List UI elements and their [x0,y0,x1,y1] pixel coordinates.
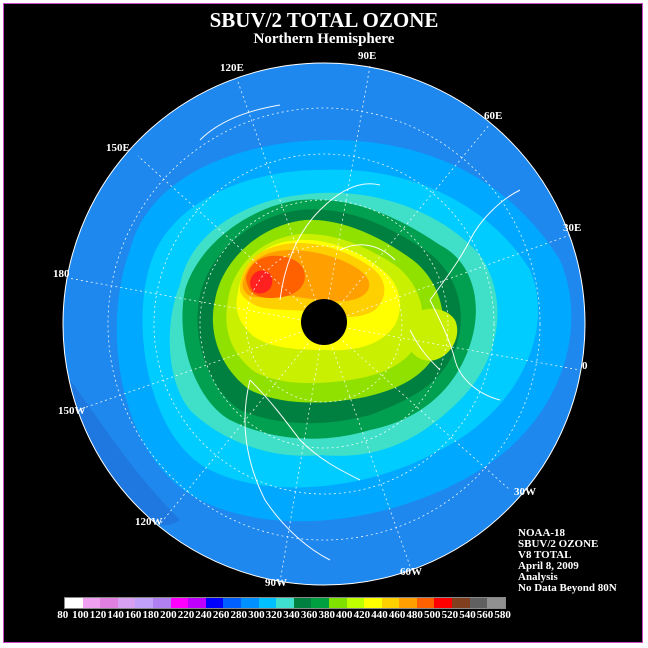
colorbar-tick-label: 280 [230,609,247,621]
colorbar [64,597,506,609]
label-180: 180 [53,268,70,280]
label-30e: 30E [563,222,582,234]
globe-outline [62,62,586,586]
colorbar-tick-label: 240 [195,609,212,621]
colorbar-tick-label: 160 [124,609,142,621]
colorbar-tick-label: 300 [248,609,265,621]
colorbar-swatch [399,598,417,608]
colorbar-tick-label: 560 [476,609,494,621]
colorbar-swatch [240,598,259,608]
colorbar-tick-label: 80 [57,609,69,621]
label-30w: 30W [514,486,536,498]
colorbar-swatch [434,598,453,608]
label-120w: 120W [135,516,163,528]
colorbar-swatch [117,598,136,608]
label-120e: 120E [220,62,244,74]
colorbar-swatch [346,598,365,608]
colorbar-tick-label: 180 [142,609,160,621]
colorbar-tick-label: 400 [336,609,353,621]
colorbar-swatch [170,598,189,608]
colorbar-swatch [469,598,488,608]
band-420-europe [404,308,458,361]
label-0: 0 [582,360,588,372]
colorbar-tick-label: 420 [353,609,371,621]
colorbar-swatch [223,598,241,608]
colorbar-tick-label: 580 [494,609,511,621]
label-60w: 60W [400,566,422,578]
colorbar-swatch [188,598,206,608]
label-150e: 150E [106,142,130,154]
colorbar-tick-label: 380 [318,609,335,621]
colorbar-tick-label: 260 [212,609,230,621]
graticule [67,65,581,583]
colorbar-swatch [100,598,118,608]
colorbar-ticks: 80 100 120 140 160 180 200 220 240 260 280 300 320 34… [54,609,614,621]
colorbar-swatch [258,598,277,608]
colorbar-swatch [205,598,224,608]
colorbar-tick-label: 460 [388,609,406,621]
colorbar-swatch [452,598,470,608]
colorbar-tick-label: 120 [89,609,107,621]
colorbar-tick-label: 220 [177,609,195,621]
colorbar-swatch [152,598,171,608]
colorbar-tick-label: 340 [283,609,300,621]
map-subtitle: Northern Hemisphere [253,31,395,47]
colorbar-swatch [328,598,347,608]
colorbar-swatch [416,598,435,608]
info-product: SBUV/2 OZONE [518,538,599,550]
colorbar-tick-label: 200 [160,609,177,621]
colorbar-tick-label: 140 [107,609,124,621]
band-500 [250,270,273,294]
label-60e: 60E [484,110,503,122]
colorbar-swatch [364,598,382,608]
colorbar-tick-label: 520 [441,609,459,621]
info-version: V8 TOTAL [518,549,572,561]
no-data-polar-cap [301,299,347,345]
colorbar-swatch [135,598,153,608]
coastlines [199,104,521,561]
label-90e: 90E [358,50,377,62]
colorbar-tick-label: 100 [72,609,89,621]
info-satellite: NOAA-18 [518,527,566,539]
colorbar-swatch [82,598,101,608]
label-90w: 90W [265,577,287,589]
map-title: SBUV/2 TOTAL OZONE [209,8,439,32]
colorbar-tick-label: 440 [371,609,388,621]
colorbar-swatch [311,598,329,608]
label-150w: 150W [58,405,86,417]
colorbar-swatch [487,598,505,608]
info-note: No Data Beyond 80N [518,582,617,594]
colorbar-swatch [293,598,312,608]
colorbar-swatch [381,598,400,608]
colorbar-tick-label: 480 [406,609,423,621]
colorbar-swatch [65,598,83,608]
colorbar-tick-label: 500 [424,609,441,621]
colorbar-tick-label: 540 [459,609,476,621]
info-date: April 8, 2009 [518,560,579,572]
info-block: NOAA-18 SBUV/2 OZONE V8 TOTAL April 8, 2… [518,528,617,594]
info-type: Analysis [518,571,558,583]
colorbar-tick-label: 320 [265,609,283,621]
colorbar-tick-label: 360 [300,609,318,621]
colorbar-swatch [276,598,294,608]
